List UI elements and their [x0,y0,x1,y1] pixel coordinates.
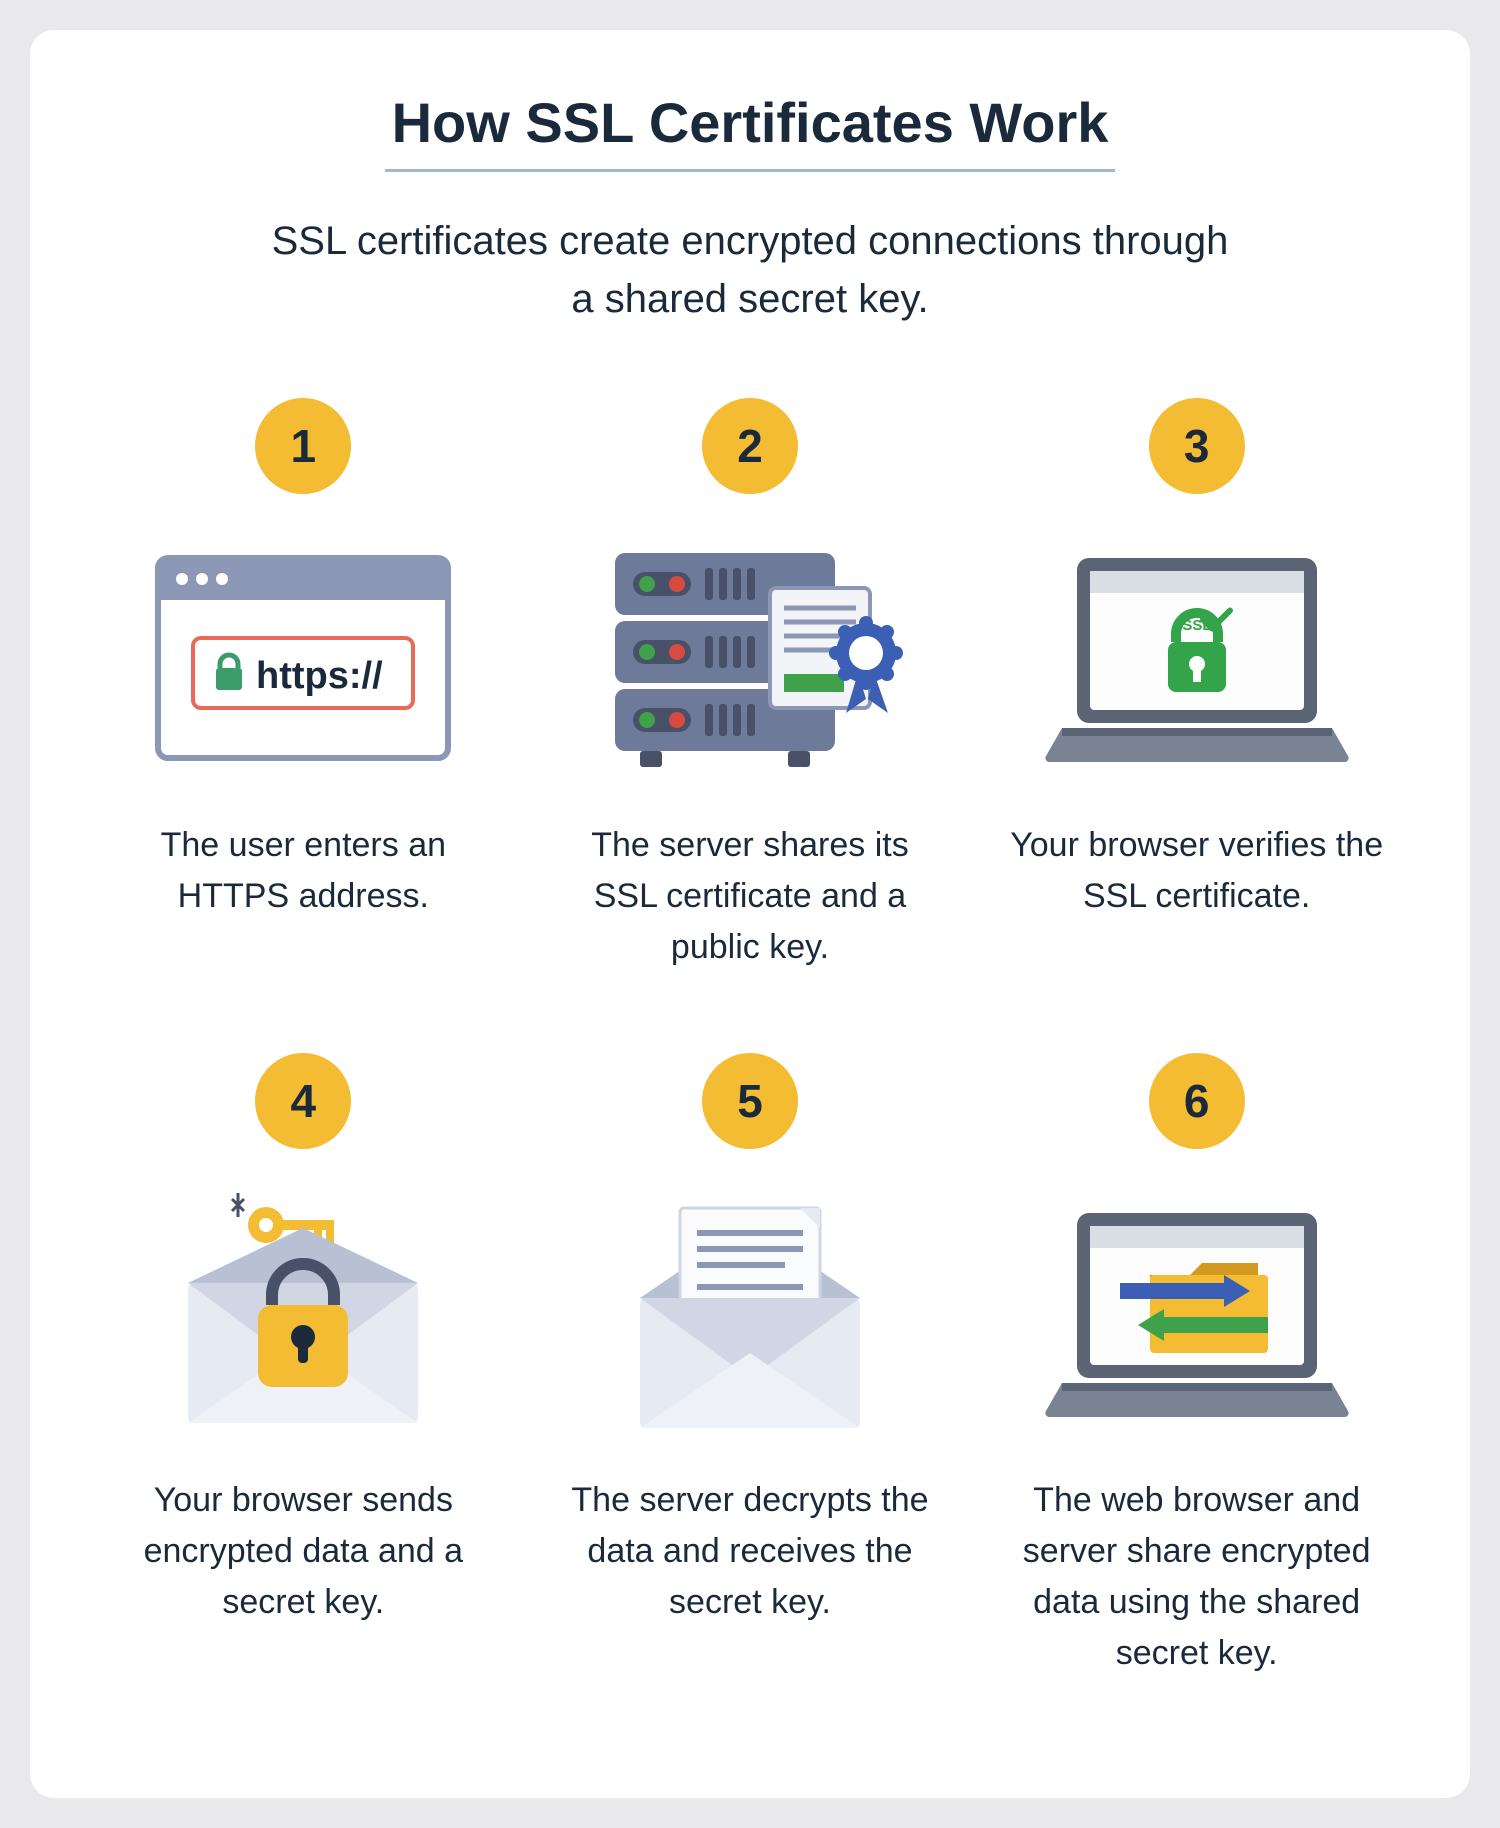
subtitle: SSL certificates create encrypted connec… [270,212,1230,328]
step-caption: Your browser sends encrypted data and a … [113,1475,493,1628]
step-badge: 5 [702,1053,798,1149]
step-number: 4 [291,1074,317,1128]
laptop-ssl-icon: SSL [1032,528,1362,788]
step-badge: 4 [255,1053,351,1149]
step-number: 1 [291,419,317,473]
step-4: 4 [100,1053,507,1679]
step-badge: 1 [255,398,351,494]
step-number: 2 [737,419,763,473]
step-badge: 2 [702,398,798,494]
step-number: 5 [737,1074,763,1128]
step-1: 1 https:// The user [100,398,507,973]
step-5: 5 [547,1053,954,1679]
step-3: 3 SSL [993,398,1400,973]
step-caption: Your browser verifies the SSL certificat… [1007,820,1387,922]
steps-grid: 1 https:// The user [100,398,1400,1679]
infographic-card: How SSL Certificates Work SSL certificat… [30,30,1470,1798]
step-caption: The web browser and server share encrypt… [1007,1475,1387,1679]
step-number: 6 [1184,1074,1210,1128]
step-6: 6 [993,1053,1400,1679]
title-underline [385,169,1115,172]
laptop-transfer-icon [1032,1183,1362,1443]
step-number: 3 [1184,419,1210,473]
server-cert-icon [585,528,915,788]
title: How SSL Certificates Work [100,90,1400,155]
step-caption: The server shares its SSL certificate an… [560,820,940,973]
https-text: https:// [256,655,383,697]
step-2: 2 [547,398,954,973]
step-badge: 3 [1149,398,1245,494]
browser-https-icon: https:// [138,528,468,788]
step-badge: 6 [1149,1053,1245,1149]
envelope-doc-icon [585,1183,915,1443]
envelope-lock-key-icon [138,1183,468,1443]
step-caption: The user enters an HTTPS address. [113,820,493,922]
step-caption: The server decrypts the data and receive… [560,1475,940,1628]
